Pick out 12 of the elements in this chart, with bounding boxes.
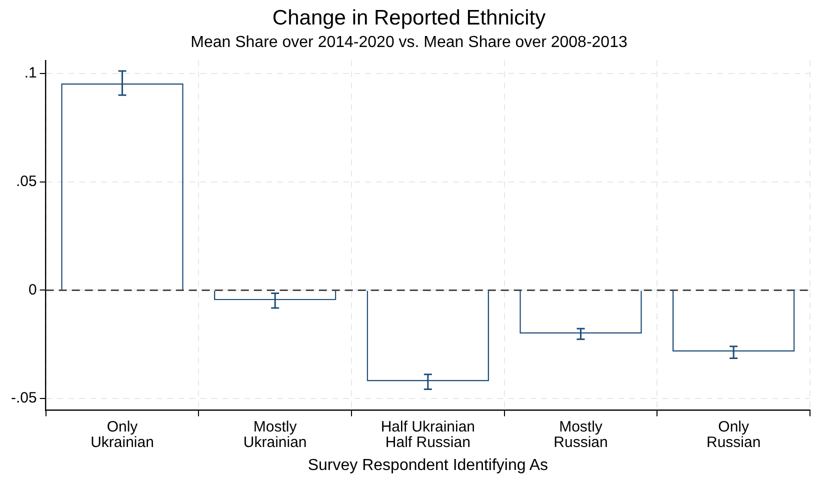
x-tick-label: Only Russian (706, 418, 761, 452)
x-tick-label: Only Ukrainian (90, 418, 154, 452)
chart-title: Change in Reported Ethnicity (272, 6, 546, 30)
x-tick-label: Mostly Ukrainian (243, 418, 307, 452)
y-tick-label: 0 (28, 281, 37, 298)
y-tick-label: .05 (16, 172, 37, 190)
chart-subtitle: Mean Share over 2014-2020 vs. Mean Share over 2008-2013 (190, 34, 628, 52)
y-tick-label: -.05 (10, 390, 37, 407)
x-axis-title: Survey Respondent Identifying As (308, 456, 548, 474)
x-tick-label: Mostly Russian (554, 418, 608, 452)
y-tick-label: .1 (24, 64, 37, 82)
x-tick-label: Half Ukrainian Half Russian (380, 418, 476, 452)
